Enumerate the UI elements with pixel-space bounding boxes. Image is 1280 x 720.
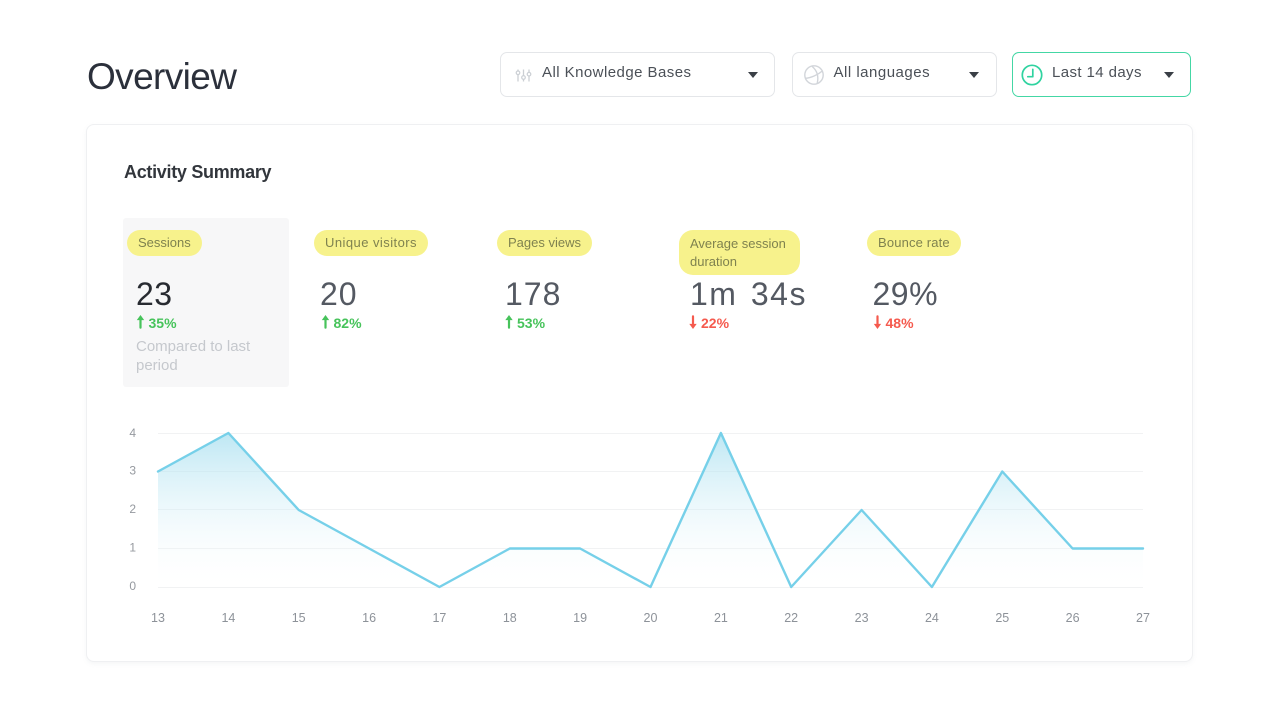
svg-text:25: 25 [995,611,1009,625]
svg-text:16: 16 [362,611,376,625]
svg-text:13: 13 [151,611,165,625]
svg-text:2: 2 [129,502,136,516]
svg-text:4: 4 [129,426,136,440]
svg-text:20: 20 [644,611,658,625]
svg-text:23: 23 [855,611,869,625]
svg-text:3: 3 [129,464,136,478]
svg-text:19: 19 [573,611,587,625]
svg-text:21: 21 [714,611,728,625]
svg-text:24: 24 [925,611,939,625]
svg-text:26: 26 [1066,611,1080,625]
svg-text:14: 14 [221,611,235,625]
svg-text:17: 17 [432,611,446,625]
svg-text:18: 18 [503,611,517,625]
svg-text:22: 22 [784,611,798,625]
svg-text:0: 0 [129,579,136,593]
svg-text:27: 27 [1136,611,1150,625]
svg-text:1: 1 [129,541,136,555]
svg-text:15: 15 [292,611,306,625]
